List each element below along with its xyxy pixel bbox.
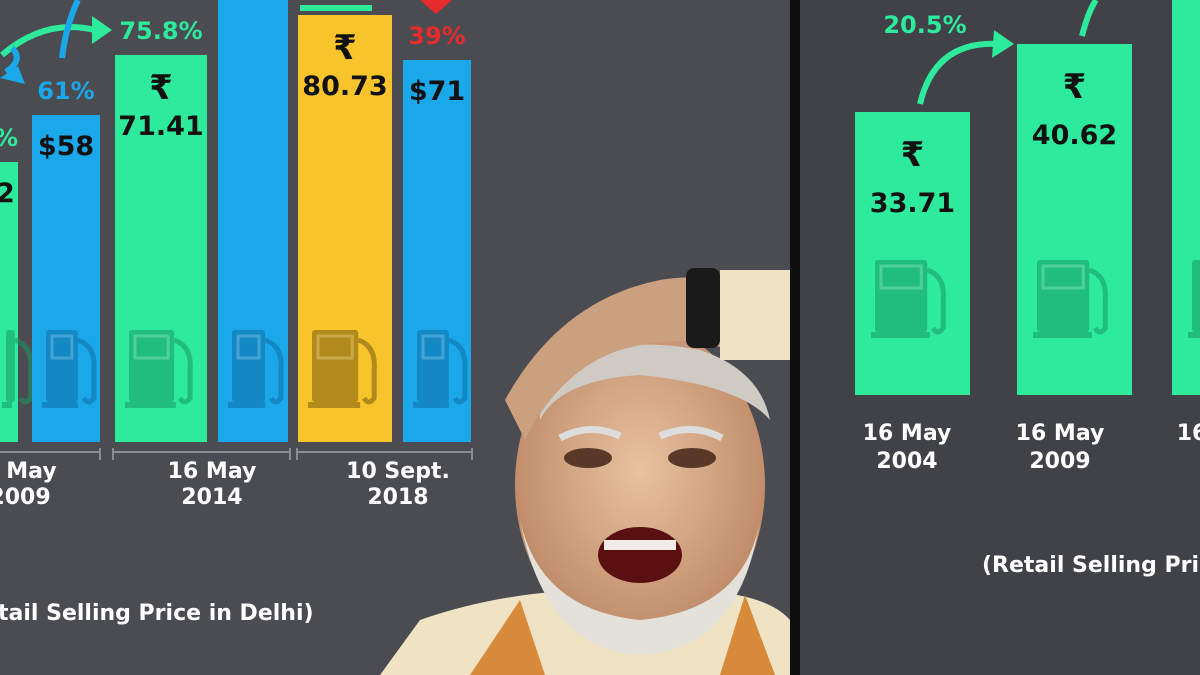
currency-symbol: ₹ <box>333 28 357 68</box>
bar-crude-5: $71 39% <box>403 22 471 442</box>
bar-value-label: $58 <box>38 131 94 162</box>
curved-arrow-icon <box>4 45 20 75</box>
bar-1: ₹40.62 20.5% 16 May 2009 <box>883 11 1132 474</box>
fuel-pump-icon <box>2 330 34 408</box>
fuel-pump-icon <box>228 330 284 408</box>
fuel-pump-icon <box>1033 260 1108 338</box>
group-label-line2: 2014 <box>181 485 242 510</box>
group-label-line2: 2018 <box>367 485 428 510</box>
group-label-2: 10 Sept.2018 <box>296 448 473 510</box>
fuel-pump-icon <box>413 330 468 408</box>
fuel-pump-icon <box>1188 260 1200 338</box>
change-percent-label: % <box>0 124 18 152</box>
bar-crude-1: $58 61% <box>32 77 100 442</box>
bar-0: ₹33.71 16 May 2004 <box>855 112 970 474</box>
group-label-line1: 6 May <box>0 459 57 484</box>
bar-value-label: 40.62 <box>1032 120 1117 151</box>
bar-petrol-4: ₹80.73 <box>298 15 392 442</box>
group-label-line1: 16 May <box>168 459 257 484</box>
arrowhead-icon <box>992 30 1014 58</box>
bar-crude-3 <box>218 0 288 442</box>
bar-rect <box>855 112 970 395</box>
fuel-pump-icon <box>871 260 946 338</box>
portrait-illustration <box>380 268 790 675</box>
left-chart-caption: tail Selling Price in Delhi) <box>0 601 314 626</box>
currency-symbol: ₹ <box>1063 67 1087 107</box>
bar-petrol-0: 2% <box>0 124 34 442</box>
currency-symbol: ₹ <box>901 135 925 175</box>
decrease-arrow-icon <box>420 0 452 14</box>
group-label-line1: 10 Sept. <box>346 459 450 484</box>
bar-value-label: 2 <box>0 178 15 209</box>
change-percent-label: 39% <box>408 22 465 50</box>
group-label-line2: 2004 <box>876 449 937 474</box>
change-percent-label: 75.8% <box>119 17 202 45</box>
bar-petrol-2: ₹71.41 75.8% <box>115 17 207 442</box>
bar-value-label: $71 <box>409 76 465 107</box>
group-label-line1: 16 May <box>1016 421 1105 446</box>
bar-value-label: 80.73 <box>302 71 387 102</box>
group-label-line1: 16 <box>1177 421 1200 446</box>
increase-arrow-icon <box>0 24 96 58</box>
fuel-pump-icon <box>125 330 193 408</box>
fuel-pump-icon <box>308 330 377 408</box>
curved-arrow-icon <box>59 0 81 59</box>
change-percent-label: 20.5% <box>883 11 966 39</box>
group-label-line2: 2009 <box>1029 449 1090 474</box>
panel-divider <box>790 0 800 675</box>
wristwatch-icon <box>686 268 720 348</box>
increase-arrow-icon <box>917 40 1001 105</box>
bar-value-label: 71.41 <box>118 111 203 142</box>
change-percent-label: 61% <box>37 77 94 105</box>
fuel-pump-icon <box>42 330 97 408</box>
bar-value-label: 33.71 <box>870 188 955 219</box>
arrowhead-icon <box>0 66 25 84</box>
group-label-line2: 2009 <box>0 485 51 510</box>
bar-2: 16 <box>1172 0 1200 446</box>
increase-arrow-icon <box>1079 0 1099 37</box>
arrowhead-icon <box>92 16 112 44</box>
right-bars: ₹33.71 16 May 2004 ₹40.62 20.5% 16 May 2009 16 <box>855 0 1200 474</box>
right-chart-caption: (Retail Selling Price i <box>982 553 1200 578</box>
group-label-line1: 16 May <box>863 421 952 446</box>
currency-symbol: ₹ <box>149 68 173 108</box>
